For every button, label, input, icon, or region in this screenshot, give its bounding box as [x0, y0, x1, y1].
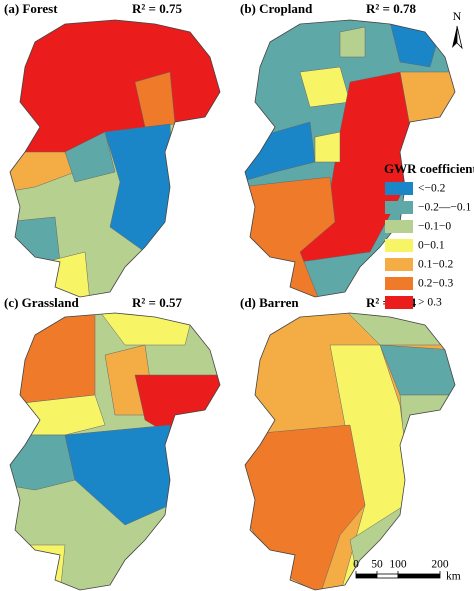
panel-label: (a) Forest	[4, 1, 58, 16]
scale-segment	[397, 573, 441, 579]
map-panel	[9, 312, 221, 591]
scale-unit: km	[446, 571, 461, 583]
legend-label: 0−0.1	[418, 240, 445, 252]
legend-label: <−0.2	[418, 183, 446, 195]
region	[10, 544, 66, 590]
panel-label: (c) Grassland	[4, 295, 80, 310]
scale-label: 0	[353, 559, 359, 571]
r-squared: R² = 0.75	[132, 1, 182, 16]
legend-label: 0.2−0.3	[418, 278, 453, 290]
legend-swatch	[385, 296, 413, 309]
legend-label: > 0.3	[418, 297, 442, 309]
region	[339, 26, 366, 58]
scale-segment	[376, 573, 399, 579]
map-panel	[9, 19, 221, 298]
scale-label: 200	[431, 559, 449, 571]
region	[10, 151, 76, 193]
arrow-half	[452, 26, 457, 48]
scale-segment	[355, 573, 378, 579]
region	[64, 424, 171, 526]
legend-swatch	[385, 182, 413, 195]
region	[399, 394, 455, 456]
legend-swatch	[385, 239, 413, 252]
scale-label: 100	[389, 559, 407, 571]
north-arrow: N	[452, 9, 463, 50]
legend-swatch	[385, 277, 413, 290]
legend-swatch	[385, 258, 413, 271]
legend-swatch	[385, 201, 413, 214]
north-label: N	[453, 9, 462, 23]
legend-swatch	[385, 220, 413, 233]
r-squared: R² = 0.78	[366, 1, 416, 16]
map-panel	[244, 312, 456, 591]
legend-label: −0.2—−0.1	[418, 202, 471, 214]
panel-label: (d) Barren	[240, 295, 299, 310]
legend-label: 0.1−0.2	[418, 259, 453, 271]
region	[10, 434, 76, 491]
scale-label: 50	[371, 559, 383, 571]
legend-title: GWR coefficient	[384, 161, 474, 176]
region	[10, 216, 61, 263]
region	[64, 131, 116, 183]
legend: GWR coefficient <−0.2 −0.2—−0.1 −0.1−0 0−0.…	[384, 161, 474, 309]
region	[399, 71, 455, 128]
region	[314, 131, 341, 163]
region	[10, 394, 106, 436]
region	[10, 313, 96, 406]
region	[379, 344, 455, 396]
r-squared: R² = 0.57	[132, 295, 182, 310]
panel-label: (b) Cropland	[240, 1, 313, 16]
legend-label: −0.1−0	[418, 221, 451, 233]
arrow-half	[456, 25, 463, 50]
